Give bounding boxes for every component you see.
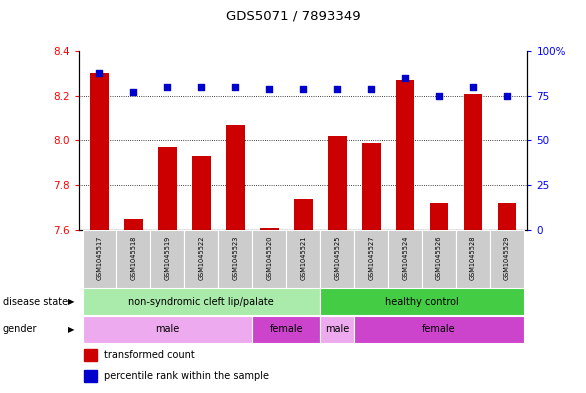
Point <box>434 93 444 99</box>
Text: GSM1045524: GSM1045524 <box>402 235 408 280</box>
Bar <box>83 230 117 288</box>
Point <box>468 84 478 90</box>
Bar <box>456 230 490 288</box>
Text: ▶: ▶ <box>68 325 74 334</box>
Text: GSM1045525: GSM1045525 <box>334 235 340 280</box>
Bar <box>158 147 177 230</box>
Point <box>400 75 410 81</box>
Bar <box>226 125 245 230</box>
Text: non-syndromic cleft lip/palate: non-syndromic cleft lip/palate <box>128 297 274 307</box>
Point <box>332 86 342 92</box>
Bar <box>354 316 524 343</box>
Text: male: male <box>325 324 349 334</box>
Point <box>265 86 274 92</box>
Bar <box>151 230 185 288</box>
Bar <box>320 316 354 343</box>
Bar <box>422 230 456 288</box>
Bar <box>83 288 320 315</box>
Point <box>95 70 104 76</box>
Text: GSM1045517: GSM1045517 <box>97 235 103 279</box>
Bar <box>219 230 253 288</box>
Text: gender: gender <box>3 324 38 334</box>
Bar <box>192 156 211 230</box>
Bar <box>320 288 524 315</box>
Bar <box>490 230 524 288</box>
Bar <box>84 370 97 382</box>
Bar <box>84 349 97 362</box>
Bar <box>320 230 354 288</box>
Point <box>298 86 308 92</box>
Bar <box>328 136 346 230</box>
Bar <box>253 316 320 343</box>
Bar <box>287 230 320 288</box>
Text: female: female <box>270 324 303 334</box>
Point <box>231 84 240 90</box>
Text: GSM1045522: GSM1045522 <box>199 235 205 280</box>
Text: percentile rank within the sample: percentile rank within the sample <box>104 371 269 381</box>
Text: GSM1045523: GSM1045523 <box>232 235 239 279</box>
Text: GSM1045526: GSM1045526 <box>436 235 442 280</box>
Text: GSM1045527: GSM1045527 <box>368 235 374 280</box>
Point <box>366 86 376 92</box>
Point <box>197 84 206 90</box>
Text: ▶: ▶ <box>68 298 74 306</box>
Bar <box>90 73 109 230</box>
Text: female: female <box>423 324 456 334</box>
Bar <box>396 80 414 230</box>
Bar <box>498 203 516 230</box>
Text: GSM1045518: GSM1045518 <box>131 235 137 279</box>
Text: GSM1045519: GSM1045519 <box>165 235 171 279</box>
Bar <box>185 230 219 288</box>
Bar <box>294 198 312 230</box>
Point <box>129 89 138 95</box>
Bar <box>430 203 448 230</box>
Text: GSM1045528: GSM1045528 <box>470 235 476 280</box>
Bar <box>354 230 388 288</box>
Text: GDS5071 / 7893349: GDS5071 / 7893349 <box>226 10 360 23</box>
Text: GSM1045520: GSM1045520 <box>266 235 272 280</box>
Bar <box>83 316 253 343</box>
Text: male: male <box>155 324 179 334</box>
Point <box>163 84 172 90</box>
Text: GSM1045529: GSM1045529 <box>504 235 510 279</box>
Bar <box>260 228 278 230</box>
Text: GSM1045521: GSM1045521 <box>300 235 306 279</box>
Bar <box>388 230 422 288</box>
Bar <box>464 94 482 230</box>
Text: disease state: disease state <box>3 297 68 307</box>
Bar <box>117 230 151 288</box>
Text: transformed count: transformed count <box>104 350 195 360</box>
Point <box>502 93 512 99</box>
Text: healthy control: healthy control <box>385 297 459 307</box>
Bar <box>124 219 143 230</box>
Bar <box>362 143 380 230</box>
Bar <box>253 230 287 288</box>
